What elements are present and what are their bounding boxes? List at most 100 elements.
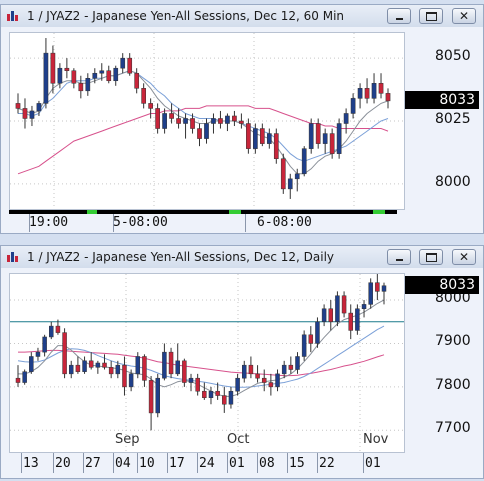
price-axis[interactable]: 8050 8025 8000 8033 <box>405 32 483 210</box>
title-bar[interactable]: 1 / JYAZ2 - Japanese Yen-All Sessions, D… <box>1 5 483 27</box>
candle <box>301 146 307 177</box>
candle <box>204 118 209 144</box>
candle <box>268 373 274 396</box>
candle-body <box>197 128 202 139</box>
candle-body <box>350 98 356 114</box>
maximize-button[interactable] <box>419 249 443 265</box>
month-label: Sep <box>115 432 140 447</box>
candle-body <box>202 390 207 398</box>
candle-body <box>15 103 21 109</box>
day-tick-label: 22 <box>319 456 335 471</box>
candle <box>253 123 258 154</box>
price-tick-label: 7700 <box>435 420 471 437</box>
moving-average-line <box>18 349 385 377</box>
candle <box>348 304 353 340</box>
candle-body <box>255 373 260 379</box>
price-axis[interactable]: 8000 7900 7800 7700 8033 <box>405 273 483 453</box>
candle <box>281 360 287 379</box>
candle <box>273 128 279 164</box>
candle-body <box>148 380 154 414</box>
candle <box>329 128 335 159</box>
candle <box>155 373 160 418</box>
candle-body <box>246 123 251 149</box>
session-marker <box>373 210 385 214</box>
candle <box>228 386 234 409</box>
time-axis[interactable]: 19:00 5-08:00 6-08:00 <box>9 210 405 232</box>
price-plot-area[interactable] <box>9 273 405 453</box>
candle <box>85 73 91 96</box>
candle <box>364 78 370 104</box>
session-marker <box>229 210 241 214</box>
month-label: Oct <box>227 432 250 447</box>
candle-body <box>43 52 49 104</box>
candle <box>246 118 251 154</box>
time-axis[interactable]: Sep Oct Nov 13 20 27 04 10 17 24 01 08 15 22 01 <box>9 432 405 477</box>
window-title: 1 / JYAZ2 - Japanese Yen-All Sessions, D… <box>27 9 345 23</box>
candle <box>134 68 140 94</box>
candle-body <box>361 304 367 309</box>
candle-body <box>242 364 247 379</box>
candle-body <box>120 57 126 69</box>
candle <box>62 328 67 379</box>
candle <box>15 365 21 387</box>
candle-body <box>329 133 335 154</box>
candle-body <box>348 312 353 331</box>
candle-body <box>215 390 220 396</box>
candle <box>36 100 42 116</box>
candle <box>361 300 367 318</box>
minimize-button[interactable] <box>387 249 411 265</box>
candle-body <box>64 67 70 71</box>
price-tick-label: 7800 <box>435 376 471 393</box>
close-button[interactable]: ✕ <box>452 8 476 24</box>
candle <box>176 108 181 129</box>
candle <box>55 319 61 335</box>
day-tick-label: 10 <box>139 456 155 471</box>
minimize-button[interactable] <box>387 8 411 24</box>
candle <box>225 113 230 132</box>
candle-body <box>102 362 107 368</box>
candle <box>88 352 94 370</box>
candle <box>259 123 265 147</box>
minimize-icon <box>396 18 403 20</box>
candle <box>197 123 202 147</box>
candle <box>195 373 200 396</box>
price-plot-area[interactable] <box>9 32 405 210</box>
time-tick-label: 5-08:00 <box>113 215 168 230</box>
candle-body <box>35 351 41 357</box>
time-separator <box>113 214 114 232</box>
candle <box>255 365 260 383</box>
restore-icon <box>426 253 437 262</box>
candle-body <box>122 364 127 388</box>
candle-body <box>222 395 227 405</box>
candle-body <box>259 128 265 144</box>
candle-body <box>287 178 293 190</box>
candle <box>99 63 105 81</box>
candle <box>175 343 180 377</box>
candle-body <box>204 123 209 139</box>
candle-body <box>29 110 35 119</box>
candle-body <box>281 364 287 375</box>
candle-body <box>315 321 320 344</box>
candle <box>208 386 214 405</box>
candle-body <box>127 57 133 74</box>
title-bar[interactable]: 1 / JYAZ2 - Japanese Yen-All Sessions, D… <box>1 246 483 268</box>
candle-body <box>85 78 91 92</box>
candle <box>275 369 280 392</box>
candle-body <box>99 70 105 74</box>
candle <box>15 93 21 114</box>
maximize-button[interactable] <box>419 8 443 24</box>
candle <box>71 68 77 89</box>
candle <box>215 382 220 400</box>
candle <box>350 93 356 119</box>
candle <box>29 105 35 127</box>
candle-body <box>29 356 34 372</box>
candle-body <box>315 123 321 144</box>
window-title: 1 / JYAZ2 - Japanese Yen-All Sessions, D… <box>27 250 335 264</box>
candlestick-chart <box>10 33 404 209</box>
moving-average-line <box>18 70 389 162</box>
close-button[interactable]: ✕ <box>452 249 476 265</box>
day-separator <box>137 453 138 473</box>
candle <box>108 360 114 379</box>
price-tick-label: 8050 <box>435 48 471 65</box>
candle <box>183 113 188 139</box>
